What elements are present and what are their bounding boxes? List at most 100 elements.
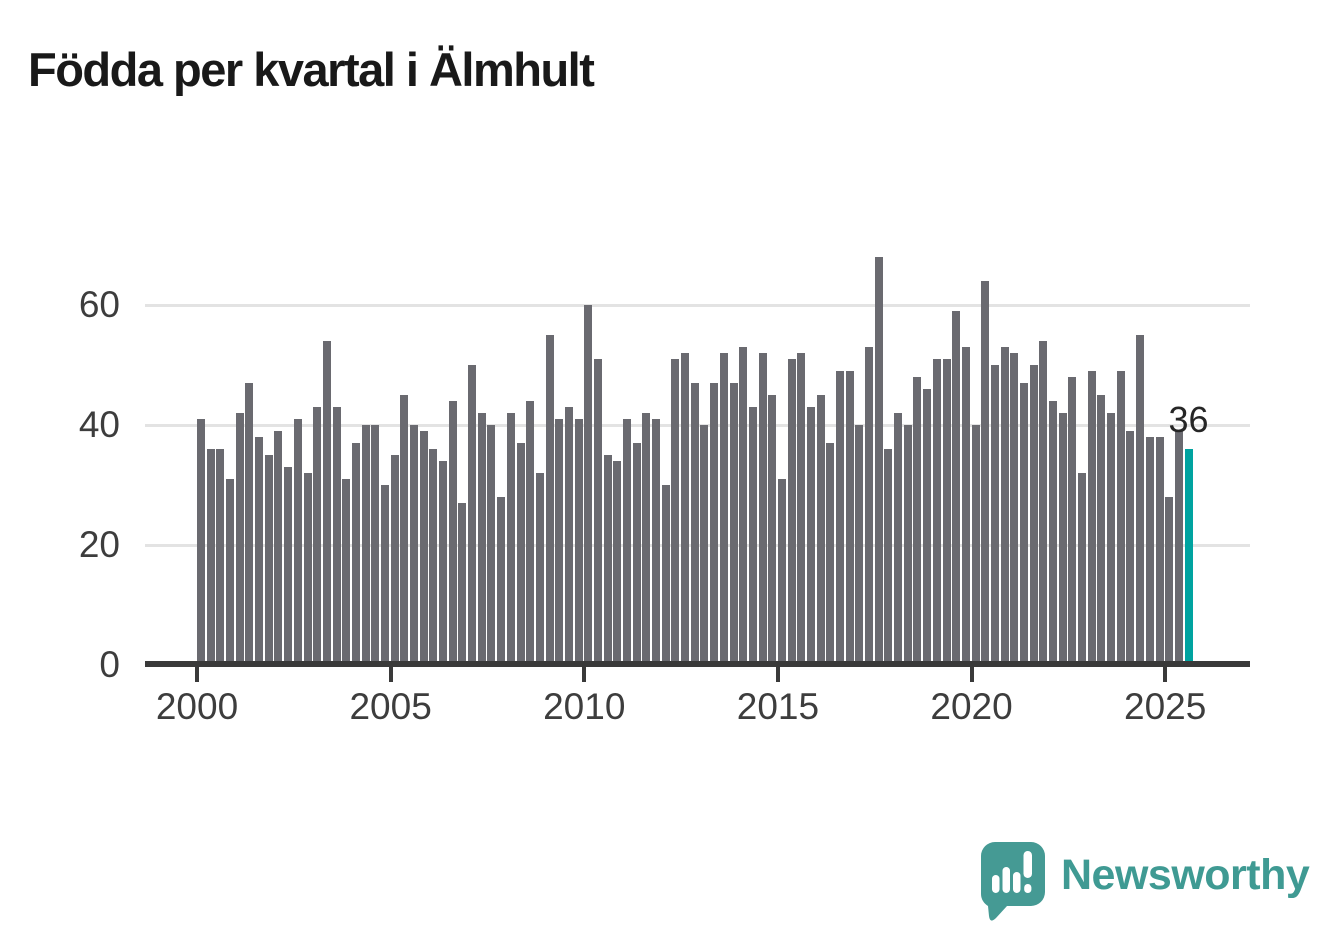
newsworthy-logo-icon [981,842,1045,921]
bar [952,311,961,665]
bar [961,347,970,665]
x-axis-label: 2020 [930,686,1013,727]
bar [623,419,631,665]
bar [245,383,254,665]
bar [380,485,389,665]
bar [216,449,225,665]
bar [894,413,903,665]
newsworthy-logo-text: Newsworthy [1061,851,1310,899]
bar [642,413,651,665]
bar [448,401,457,665]
bar [419,431,428,665]
bar [197,419,205,665]
bar-value-annotation: 36 [1168,399,1209,440]
x-axis-tick [775,667,780,682]
bar [1000,347,1009,665]
bar [361,425,370,665]
bar [1116,371,1125,665]
bar [1010,353,1019,665]
bar [1097,395,1106,665]
bar [661,485,670,665]
newsworthy-logo: Newsworthy [981,842,1310,926]
bar [932,359,941,665]
bar [429,449,438,665]
bar [942,359,951,665]
bar [797,353,806,665]
bar [284,467,293,665]
bar [322,341,331,665]
bar [303,473,312,665]
bar [671,359,680,665]
bar [439,461,448,665]
x-axis-label: 2010 [543,686,626,727]
gridline [145,304,1250,307]
x-axis-tick [1163,667,1168,682]
bar [768,395,777,665]
bar [1039,341,1048,665]
bar [719,353,728,665]
bar [826,443,835,665]
bar [874,257,883,665]
bar [836,371,844,665]
y-axis-label: 60 [78,284,120,325]
bar [332,407,341,665]
bar [690,383,699,665]
bar [865,347,874,665]
bar [777,479,786,665]
bar [506,413,515,665]
bar [990,365,999,665]
bar [681,353,690,665]
bar [603,455,612,665]
bar [458,503,467,665]
bar [884,449,893,665]
bar [584,305,593,665]
bar [923,389,932,665]
bar [593,359,602,665]
bar [787,359,796,665]
bar [535,473,544,665]
bar [206,449,215,665]
bar [342,479,351,665]
bar [748,407,757,665]
bar [526,401,535,665]
bar [1068,377,1077,665]
bar [1029,365,1038,665]
bar [351,443,360,665]
bar [613,461,622,665]
x-axis-tick [195,667,199,682]
bar [564,407,573,665]
bar [845,371,854,665]
bar [1165,497,1174,665]
bar [487,425,496,665]
bar [1078,473,1087,665]
bar [274,431,283,665]
bar [1126,431,1135,665]
bar [758,353,767,665]
bar [574,419,583,665]
bar [913,377,922,665]
bar [652,419,661,665]
bar [1019,383,1028,665]
bar [468,365,477,665]
highlighted-bar [1184,449,1193,665]
bar [293,419,302,665]
bar [226,479,235,665]
bar [971,425,980,665]
bar [497,497,506,665]
bar [806,407,815,665]
x-axis-label: 2025 [1124,686,1207,727]
y-axis-label: 0 [99,644,120,685]
bar [1155,437,1164,665]
x-axis-tick [388,667,393,682]
bar [477,413,486,665]
bar [371,425,380,665]
bar [264,455,273,665]
bar [516,443,525,665]
bar [855,425,864,665]
bar [235,413,244,665]
bar [710,383,719,665]
bar [410,425,418,665]
bar [313,407,322,665]
